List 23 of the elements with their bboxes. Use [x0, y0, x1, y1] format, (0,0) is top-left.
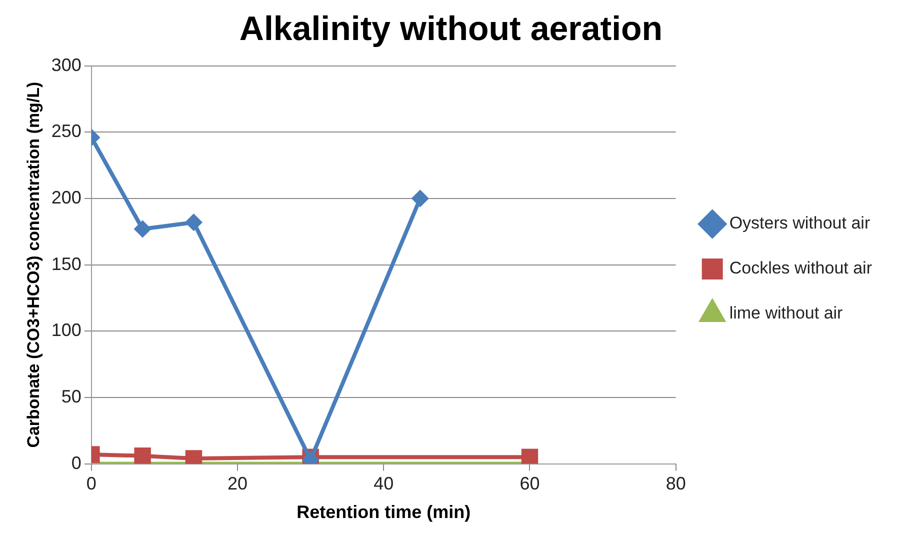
y-tick-label: 150 — [51, 254, 82, 274]
x-tick-label: 80 — [666, 474, 686, 494]
x-tick-label: 60 — [520, 474, 540, 494]
legend-label: Oysters without air — [729, 214, 870, 233]
point — [521, 448, 538, 464]
chart-title: Alkalinity without aeration — [239, 10, 663, 48]
x-tick-label: 0 — [86, 474, 96, 494]
point — [186, 214, 202, 230]
x-tick-label: 20 — [228, 474, 248, 494]
point — [134, 447, 151, 464]
legend-label: Cockles without air — [729, 258, 872, 278]
y-tick-label: 250 — [51, 121, 82, 142]
x-axis-title: Retention time (min) — [296, 502, 471, 522]
y-tick-label: 0 — [71, 452, 82, 473]
y-tick-label: 300 — [51, 54, 82, 75]
y-tick-label: 200 — [51, 187, 82, 208]
point — [412, 190, 428, 206]
y-axis-title: Carbonate (CO3+HCO3) concentration (mg/L) — [24, 82, 43, 448]
legend-label: lime without air — [729, 304, 844, 323]
point — [134, 220, 151, 237]
y-tick-label: 50 — [61, 386, 82, 406]
y-tick-label: 100 — [51, 320, 82, 340]
x-tick-label: 40 — [374, 474, 394, 494]
